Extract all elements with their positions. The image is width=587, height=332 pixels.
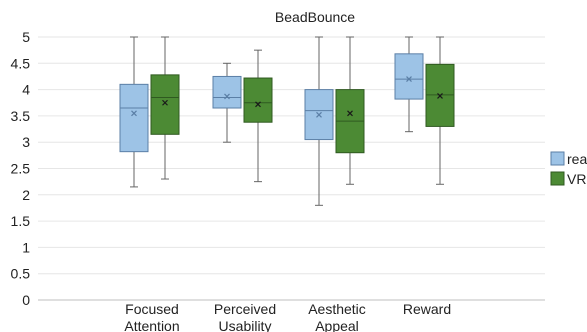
box-VR-1 xyxy=(150,36,180,180)
iqr-box xyxy=(150,74,180,135)
y-tick-label: 3 xyxy=(22,134,30,150)
y-tick-label: 5 xyxy=(22,29,30,45)
y-tick-label: 3.5 xyxy=(11,108,31,124)
box-VR-4 xyxy=(425,36,455,185)
gridlines xyxy=(38,36,545,301)
mean-marker xyxy=(224,93,230,100)
y-tick-label: 4 xyxy=(22,82,30,98)
y-tick-label: 0 xyxy=(22,292,30,308)
legend-swatch xyxy=(550,171,565,186)
box-VR-2 xyxy=(243,49,273,183)
iqr-box xyxy=(119,83,149,153)
box-real-2 xyxy=(212,62,242,143)
iqr-box xyxy=(394,53,424,100)
mean-marker xyxy=(437,92,443,99)
category-label: Aesthetic xyxy=(308,301,366,317)
legend-label: VR xyxy=(567,171,586,187)
y-tick-label: 1 xyxy=(22,239,30,255)
y-tick-label: 2 xyxy=(22,187,30,203)
y-tick-label: 2.5 xyxy=(11,161,31,177)
category-label: Appeal xyxy=(315,318,359,332)
category-label: Reward xyxy=(403,301,451,317)
mean-marker xyxy=(162,99,168,106)
iqr-box xyxy=(212,75,242,109)
category-label: Attention xyxy=(124,318,179,332)
box-real-1 xyxy=(119,36,149,188)
y-axis-tick-labels: 0 0.5 1 1.5 2 2.5 3 3.5 4 4.5 5 xyxy=(11,29,31,308)
y-tick-label: 0.5 xyxy=(11,266,31,282)
box-groups xyxy=(119,36,455,206)
mean-marker xyxy=(347,110,353,117)
category-label: Usability xyxy=(219,318,272,332)
y-tick-label: 4.5 xyxy=(11,55,31,71)
box-real-4 xyxy=(394,36,424,133)
box-real-3 xyxy=(304,36,334,206)
iqr-box xyxy=(243,77,273,123)
legend: real VR xyxy=(550,151,587,187)
mean-marker xyxy=(131,110,137,117)
mean-marker xyxy=(316,111,322,118)
chart-title: BeadBounce xyxy=(275,9,355,25)
mean-marker xyxy=(255,101,261,108)
iqr-box xyxy=(425,63,455,127)
category-label: Perceived xyxy=(214,301,276,317)
mean-marker xyxy=(406,76,412,83)
legend-swatch xyxy=(550,151,565,166)
legend-label: real xyxy=(567,151,587,167)
y-tick-label: 1.5 xyxy=(11,213,31,229)
box-VR-3 xyxy=(335,36,365,185)
category-label: Focused xyxy=(125,301,179,317)
